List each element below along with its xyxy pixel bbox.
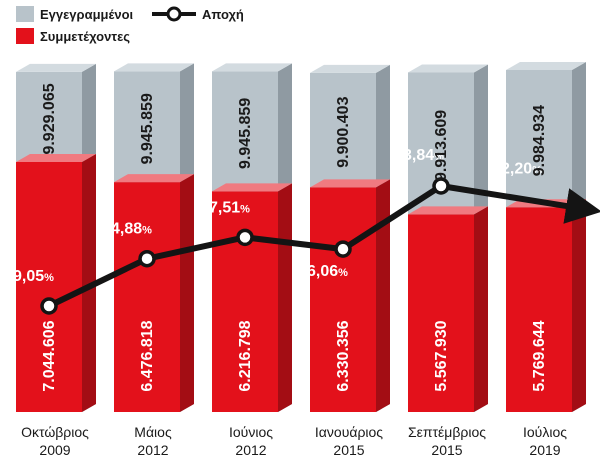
x-tick-label-year: 2009 [39, 442, 70, 458]
x-tick-label-year: 2012 [137, 442, 168, 458]
bar-participants [506, 207, 572, 412]
bar-registered-top [114, 63, 194, 72]
registered-value-label: 9.929.065 [41, 83, 58, 154]
bar-registered-top [310, 64, 390, 73]
x-tick-label: Ιούνιος [229, 424, 273, 440]
bar-registered-top [506, 62, 586, 70]
bar-participants-side [180, 174, 194, 412]
participants-value-label: 6.476.818 [139, 320, 156, 391]
legend-registered-label: Εγγεγραμμένοι [40, 7, 134, 22]
bar-registered-top [16, 63, 96, 72]
abstention-value-label: 42,20% [492, 160, 542, 177]
bar-participants-side [572, 199, 586, 412]
legend-abstention-label: Αποχή [202, 7, 244, 22]
x-tick-label-year: 2019 [529, 442, 560, 458]
bar-participants-top [408, 206, 488, 215]
bar-participants-top [310, 179, 390, 188]
x-tick-label: Ιούλιος [523, 424, 567, 440]
x-tick-label-year: 2012 [235, 442, 266, 458]
bar-participants-top [114, 174, 194, 183]
participants-value-label: 5.769.644 [531, 320, 548, 391]
abstention-point [432, 177, 450, 195]
bar-participants [114, 182, 180, 412]
abstention-value-label: 43,84% [394, 147, 444, 164]
registered-value-label: 9.984.934 [531, 105, 548, 176]
registered-value-label: 9.913.609 [433, 110, 450, 181]
abstention-value-label: 37,51% [200, 199, 250, 216]
legend: Εγγεγραμμένοι Συμμετέχοντες Αποχή [16, 6, 244, 44]
legend-abstention-swatch [152, 6, 196, 22]
registered-value-label: 9.900.403 [335, 96, 352, 167]
x-tick-label: Σεπτέμβριος [408, 424, 486, 440]
bar-participants [408, 214, 474, 412]
bar-participants-top [16, 154, 96, 162]
bar-registered-top [212, 63, 292, 72]
x-tick-label: Ιανουάριος [315, 424, 383, 440]
value-labels-group: 9.929.065 7.044.606 9.945.859 6.476.818 9.94… [41, 83, 548, 391]
abstention-line [47, 183, 600, 309]
legend-registered-swatch [16, 6, 34, 22]
legend-participants-swatch [16, 28, 34, 44]
x-axis: Οκτώβριος 2009 Μάιος 2012 Ιούνιος 2012 Ιανουάρ… [21, 424, 567, 458]
bar-participants-side [376, 179, 390, 412]
bar-registered-top [408, 64, 488, 73]
legend-participants-label: Συμμετέχοντες [40, 29, 130, 44]
abstention-value-label: 29,05% [4, 268, 54, 285]
bar-participants [212, 191, 278, 412]
bar-participants-top [212, 183, 292, 192]
bar-participants-side [474, 206, 488, 412]
abstention-line-group: 29,05% 34,88% 37,51% 36,06% 43,84% 42,20% [4, 147, 600, 315]
abstention-point [40, 297, 58, 315]
x-tick-label-year: 2015 [431, 442, 462, 458]
abstention-point [138, 249, 156, 268]
registered-value-label: 9.945.859 [139, 93, 156, 164]
abstention-point [236, 228, 254, 247]
participants-value-label: 7.044.606 [41, 320, 58, 391]
bar-participants-side [82, 154, 96, 412]
participants-value-label: 6.216.798 [237, 320, 254, 391]
x-tick-label: Μάιος [134, 424, 172, 440]
bar-participants [310, 187, 376, 412]
abstention-value-label: 34,88% [102, 221, 152, 238]
x-tick-label-year: 2015 [333, 442, 364, 458]
participants-value-label: 6.330.356 [335, 320, 352, 391]
abstention-value-label: 36,06% [298, 263, 348, 280]
registered-value-label: 9.945.859 [237, 98, 254, 169]
bar-participants-side [278, 183, 292, 412]
participants-value-label: 5.567.930 [433, 320, 450, 391]
bar-participants [16, 162, 82, 412]
abstention-point [334, 240, 352, 258]
x-tick-label: Οκτώβριος [21, 424, 89, 440]
